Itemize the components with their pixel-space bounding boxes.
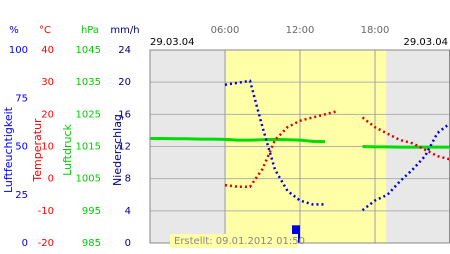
y-tick-label: 1005 — [76, 174, 101, 185]
y-tick-label: 10 — [41, 142, 54, 153]
footer: Erstellt: 09.01.2012 01:50 — [174, 236, 305, 247]
y-tick-label: 16 — [118, 109, 131, 120]
axis-unit: °C — [39, 25, 51, 36]
y-tick-label: 0 — [125, 238, 131, 249]
footer-bg — [170, 234, 298, 248]
y-tick-label: 40 — [41, 45, 54, 56]
y-tick-label: 30 — [41, 77, 54, 88]
y-tick-label: 1045 — [76, 45, 101, 56]
y-tick-label: 20 — [118, 77, 131, 88]
y-tick-label: 995 — [82, 206, 101, 217]
x-tick-label: 12:00 — [286, 25, 315, 36]
date-right: 29.03.04 — [403, 37, 448, 48]
axis-title: Luftfeuchtigkeit — [2, 106, 15, 193]
y-tick-label: 24 — [118, 45, 131, 56]
x-tick-label: 18:00 — [361, 25, 390, 36]
y-tick-label: -20 — [38, 238, 54, 249]
y-tick-label: 12 — [118, 142, 131, 153]
y-tick-label: 25 — [15, 190, 28, 201]
y-tick-label: 0 — [48, 174, 54, 185]
y-tick-label: 75 — [15, 93, 28, 104]
axis-title: Temperatur — [31, 118, 44, 183]
x-tick-label: 06:00 — [211, 25, 240, 36]
y-tick-label: 985 — [82, 238, 101, 249]
y-tick-label: 20 — [41, 109, 54, 120]
y-tick-label: 50 — [15, 142, 28, 153]
series-line — [150, 136, 450, 149]
date-left: 29.03.04 — [150, 37, 195, 48]
axis-title: Niederschlag — [111, 114, 124, 186]
axis-unit: % — [9, 25, 19, 36]
series-line — [224, 79, 450, 212]
y-tick-label: 100 — [9, 45, 28, 56]
y-tick-label: 0 — [22, 238, 28, 249]
y-tick-label: 8 — [125, 174, 131, 185]
y-tick-label: -10 — [38, 206, 54, 217]
axis-unit: mm/h — [110, 25, 139, 36]
y-tick-label: 1015 — [76, 142, 101, 153]
axis-unit: hPa — [81, 25, 99, 36]
y-tick-label: 1035 — [76, 77, 101, 88]
axis-title: Luftdruck — [61, 123, 74, 175]
series-line — [224, 109, 450, 188]
y-tick-label: 4 — [125, 206, 131, 217]
y-tick-label: 1025 — [76, 109, 101, 120]
